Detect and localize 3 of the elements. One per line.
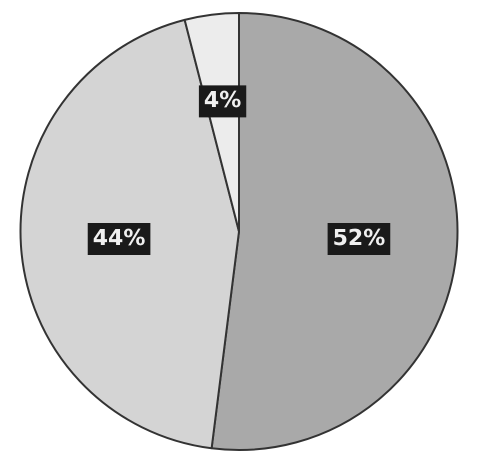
data-label: 44% <box>92 226 146 251</box>
data-label: 4% <box>204 88 242 114</box>
data-label: 52% <box>332 226 386 251</box>
